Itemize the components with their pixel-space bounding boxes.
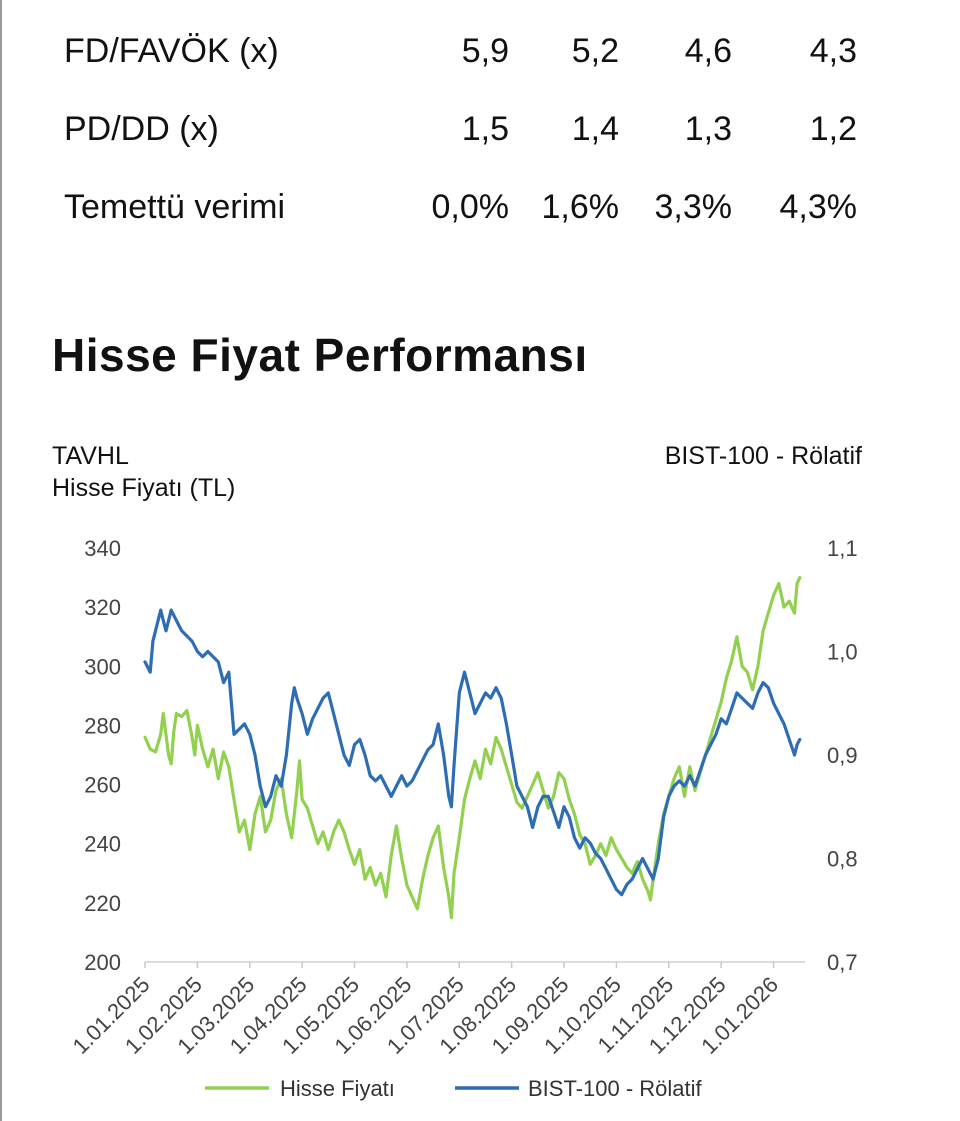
legend-label-bist100-relative: BIST-100 - Rölatif — [528, 1076, 703, 1101]
right-axis-title: BIST-100 - Rölatif — [664, 442, 862, 470]
y-left-tick-label: 200 — [84, 950, 121, 975]
y-left-tick-label: 340 — [84, 536, 121, 561]
valuation-row-fd-favok: FD/FAVÖK (x) 5,9 5,2 4,6 4,3 — [64, 20, 864, 98]
section-title: Hisse Fiyat Performansı — [52, 329, 588, 381]
y-right-tick-label: 0,8 — [827, 847, 858, 872]
y-left-tick-label: 260 — [84, 773, 121, 798]
row-label: PD/DD (x) — [64, 110, 219, 148]
valuation-table: FD/FAVÖK (x) 5,9 5,2 4,6 4,3 PD/DD (x) 1… — [64, 20, 864, 254]
row-value: 1,4 — [571, 110, 619, 148]
row-value: 4,6 — [684, 32, 732, 70]
page-left-border — [0, 0, 2, 1121]
row-value: 4,3 — [809, 32, 857, 70]
row-value: 4,3% — [779, 188, 858, 226]
y-left-tick-label: 320 — [84, 595, 121, 620]
y-left-tick-label: 240 — [84, 832, 121, 857]
row-label: Temettü verimi — [64, 188, 286, 226]
row-value: 3,3% — [654, 188, 733, 226]
row-value: 1,6% — [541, 188, 620, 226]
left-axis-title-line: TAVHL — [52, 442, 129, 470]
row-value: 5,2 — [571, 32, 619, 70]
y-right-tick-label: 1,1 — [827, 536, 858, 561]
legend-label-share-price: Hisse Fiyatı — [280, 1076, 395, 1101]
row-value: 0,0% — [431, 188, 510, 226]
y-left-tick-label: 280 — [84, 713, 121, 738]
y-right-tick-label: 0,7 — [827, 950, 858, 975]
y-left-tick-label: 300 — [84, 654, 121, 679]
row-label: FD/FAVÖK (x) — [64, 32, 279, 70]
row-value: 1,2 — [809, 110, 857, 148]
valuation-row-pd-dd: PD/DD (x) 1,5 1,4 1,3 1,2 — [64, 98, 864, 176]
y-right-tick-label: 0,9 — [827, 743, 858, 768]
left-axis-title: TAVHL Hisse Fiyatı (TL) — [52, 440, 235, 504]
valuation-row-dividend-yield: Temettü verimi 0,0% 1,6% 3,3% 4,3% — [64, 176, 864, 254]
y-right-tick-label: 1,0 — [827, 640, 858, 665]
series-line-bist100-relative — [143, 608, 802, 897]
row-value: 1,5 — [461, 110, 509, 148]
y-left-tick-label: 220 — [84, 891, 121, 916]
row-value: 1,3 — [684, 110, 732, 148]
row-value: 5,9 — [461, 32, 509, 70]
series-line-share-price — [143, 575, 802, 920]
left-axis-title-line: Hisse Fiyatı (TL) — [52, 474, 236, 502]
